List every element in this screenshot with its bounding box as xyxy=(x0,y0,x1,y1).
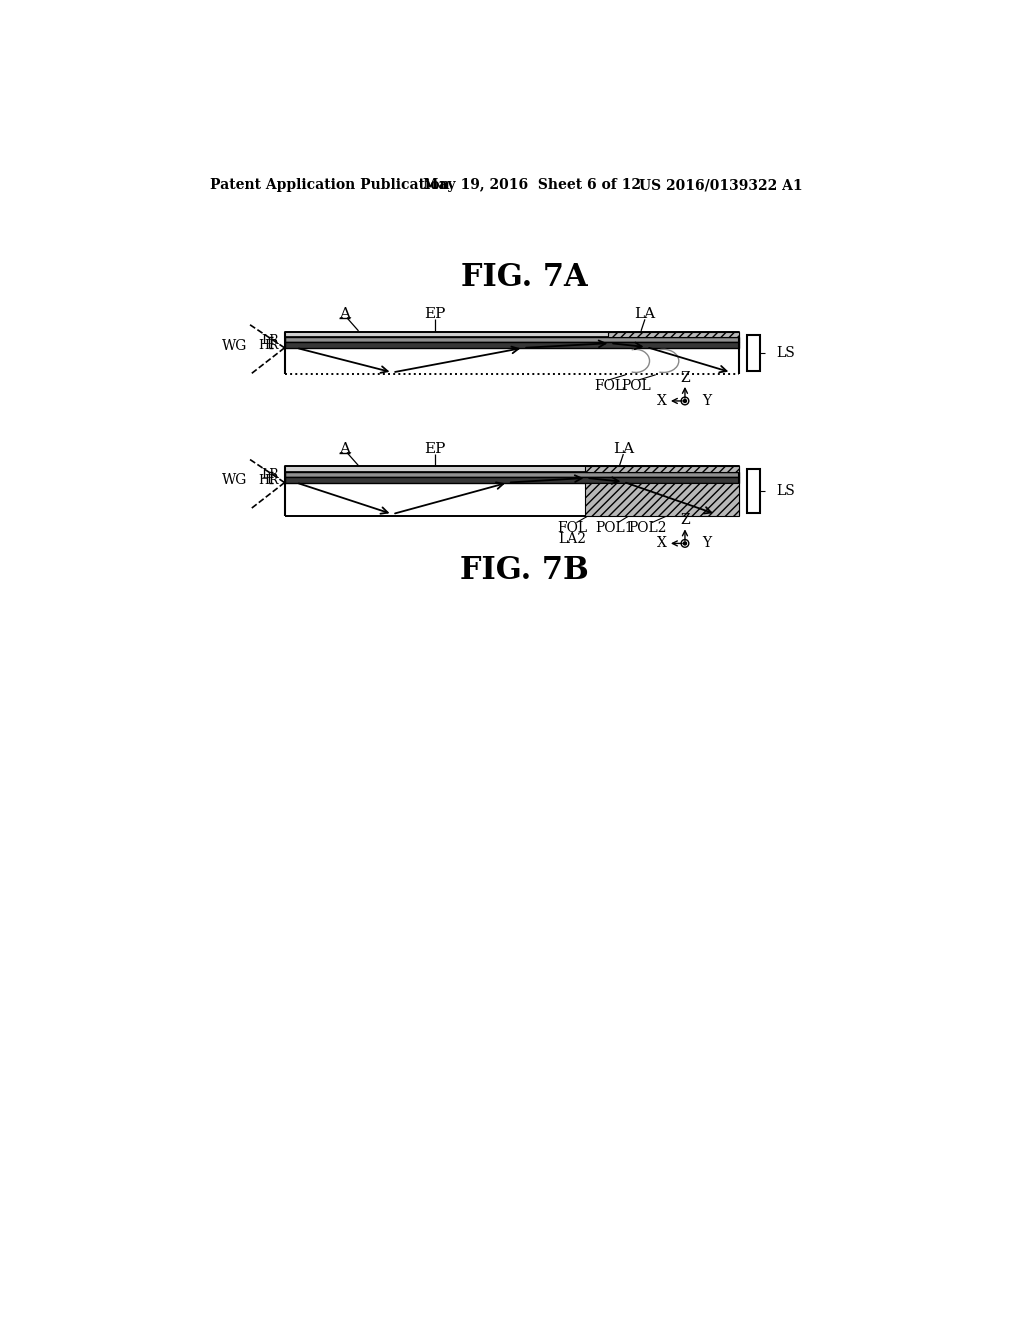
Text: FOL: FOL xyxy=(595,379,625,392)
Bar xyxy=(285,471,739,478)
Text: POL: POL xyxy=(622,379,651,392)
Bar xyxy=(285,342,739,348)
Text: Z: Z xyxy=(680,371,690,385)
Text: LS: LS xyxy=(776,346,795,360)
Bar xyxy=(585,483,739,516)
Text: HR: HR xyxy=(259,339,280,352)
Text: LR: LR xyxy=(261,469,280,482)
Bar xyxy=(285,337,739,342)
Text: A: A xyxy=(339,308,350,321)
Text: FOL: FOL xyxy=(557,521,588,535)
Text: HR: HR xyxy=(259,474,280,487)
Bar xyxy=(285,331,739,337)
Text: EP: EP xyxy=(424,442,445,455)
Text: X: X xyxy=(657,536,667,550)
Text: LA: LA xyxy=(612,442,634,455)
Bar xyxy=(285,466,739,471)
Bar xyxy=(585,466,739,471)
Circle shape xyxy=(683,400,686,403)
Text: LA: LA xyxy=(634,308,655,321)
Text: LS: LS xyxy=(776,484,795,498)
Text: LR: LR xyxy=(261,334,280,347)
Circle shape xyxy=(683,543,686,545)
Bar xyxy=(285,478,739,483)
Text: POL1: POL1 xyxy=(595,521,634,535)
Text: FIG. 7A: FIG. 7A xyxy=(462,263,588,293)
Text: EP: EP xyxy=(424,308,445,321)
Text: POL2: POL2 xyxy=(629,521,668,535)
Text: WG: WG xyxy=(222,474,248,487)
Text: X: X xyxy=(657,393,667,408)
Text: LA2: LA2 xyxy=(558,532,587,545)
Text: Y: Y xyxy=(701,536,711,550)
Bar xyxy=(608,331,739,337)
Text: May 19, 2016  Sheet 6 of 12: May 19, 2016 Sheet 6 of 12 xyxy=(423,178,641,193)
Text: Y: Y xyxy=(701,393,711,408)
Bar xyxy=(746,470,761,512)
Text: Patent Application Publication: Patent Application Publication xyxy=(210,178,450,193)
Bar xyxy=(746,335,761,371)
Text: US 2016/0139322 A1: US 2016/0139322 A1 xyxy=(639,178,803,193)
Text: A: A xyxy=(339,442,350,455)
Text: FIG. 7B: FIG. 7B xyxy=(461,554,589,586)
Text: Z: Z xyxy=(680,513,690,527)
Text: WG: WG xyxy=(222,338,248,352)
